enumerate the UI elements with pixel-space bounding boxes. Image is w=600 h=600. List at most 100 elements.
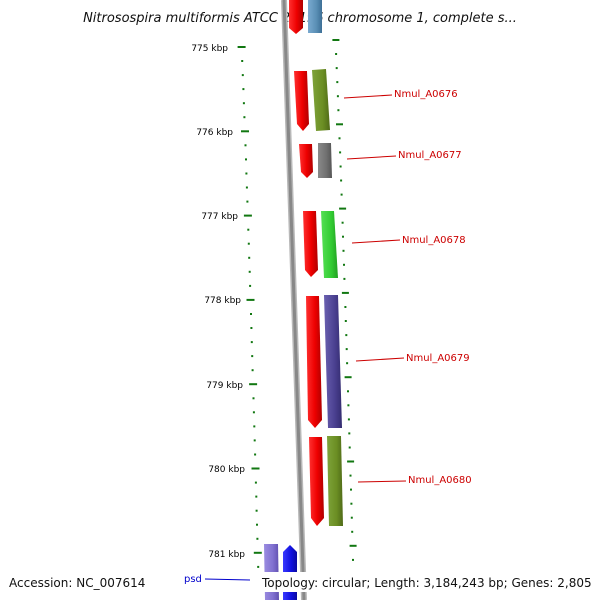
minor-tick <box>241 60 244 62</box>
gene-nmul-a0677[interactable]: Nmul_A0677 <box>299 143 462 178</box>
cds-feature[interactable] <box>306 296 322 428</box>
minor-tick <box>336 95 339 98</box>
gene-label[interactable]: Nmul_A0676 <box>394 89 458 100</box>
minor-tick <box>241 74 244 77</box>
minor-tick <box>343 263 345 266</box>
minor-tick <box>245 186 248 189</box>
minor-tick <box>347 404 350 407</box>
minor-tick <box>340 193 343 196</box>
minor-tick <box>342 235 344 238</box>
minor-tick <box>254 453 257 456</box>
gene-nmul-a0678[interactable]: Nmul_A0678 <box>303 211 466 278</box>
minor-tick <box>256 523 258 526</box>
gene-label[interactable]: Nmul_A0677 <box>398 150 462 161</box>
scale-label: 779 kbp <box>206 381 243 391</box>
minor-tick <box>337 109 340 112</box>
gene-label[interactable]: psd <box>184 574 202 585</box>
major-tick <box>249 383 258 386</box>
minor-tick <box>350 488 352 491</box>
minor-tick <box>335 67 338 70</box>
major-tick <box>349 544 357 547</box>
minor-tick <box>249 284 252 287</box>
major-tick <box>339 207 347 210</box>
minor-tick <box>250 341 253 344</box>
minor-tick <box>251 355 254 358</box>
major-tick <box>341 291 349 294</box>
minor-tick <box>348 446 351 449</box>
top-gene-blue[interactable] <box>308 0 322 33</box>
minor-tick <box>254 481 257 484</box>
minor-tick <box>252 411 255 414</box>
minor-tick <box>338 137 341 140</box>
minor-tick <box>348 432 351 435</box>
cds-feature[interactable] <box>294 71 309 131</box>
minor-tick <box>255 495 258 498</box>
gene-feature[interactable] <box>324 295 342 428</box>
topology-text: Topology: circular; Length: 3,184,243 bp… <box>261 576 592 590</box>
top-gene-red[interactable] <box>289 0 303 34</box>
minor-tick <box>350 516 353 519</box>
minor-tick <box>242 102 245 105</box>
chromosome-backbone-core <box>282 0 306 600</box>
scale-ticks <box>237 39 357 568</box>
major-tick <box>246 298 255 301</box>
minor-tick <box>256 537 259 540</box>
gene-feature[interactable] <box>318 143 332 178</box>
major-tick <box>251 467 260 470</box>
gene-feature[interactable] <box>321 211 338 278</box>
major-tick <box>347 460 355 463</box>
minor-tick <box>252 397 255 400</box>
minor-tick <box>342 249 345 252</box>
minor-tick <box>351 530 354 533</box>
minor-tick <box>251 369 254 372</box>
minor-tick <box>352 558 354 561</box>
minor-tick <box>253 439 256 442</box>
major-tick <box>241 130 249 133</box>
minor-tick <box>253 425 256 428</box>
gene-label[interactable]: Nmul_A0678 <box>402 235 466 246</box>
minor-tick <box>335 53 338 55</box>
minor-tick <box>246 200 249 203</box>
minor-tick <box>250 327 253 329</box>
cds-feature[interactable] <box>299 144 313 178</box>
gene-label[interactable]: Nmul_A0679 <box>406 353 470 364</box>
gene-label-leader <box>357 480 407 483</box>
gene-nmul-a0676[interactable]: Nmul_A0676 <box>294 69 458 131</box>
gene-nmul-a0680[interactable]: Nmul_A0680 <box>309 436 472 526</box>
minor-tick <box>344 306 347 308</box>
cds-feature[interactable] <box>303 211 318 277</box>
minor-tick <box>245 172 248 175</box>
minor-tick <box>341 221 344 224</box>
major-tick <box>237 46 246 48</box>
gene-label[interactable]: Nmul_A0680 <box>408 475 472 486</box>
accession-backdrop <box>0 572 148 592</box>
topology-backdrop <box>258 572 598 592</box>
gene-label-leader <box>204 578 251 581</box>
minor-tick <box>245 158 247 161</box>
minor-tick <box>257 565 260 568</box>
minor-tick <box>339 165 342 168</box>
minor-tick <box>247 242 250 245</box>
gene-nmul-a0679[interactable]: Nmul_A0679 <box>306 295 470 428</box>
major-tick <box>344 376 352 379</box>
minor-tick <box>244 144 247 147</box>
minor-tick <box>339 151 342 154</box>
minor-tick <box>345 334 348 337</box>
cds-feature[interactable] <box>309 437 324 526</box>
minor-tick <box>346 362 349 365</box>
minor-tick <box>347 418 350 421</box>
gene-label-leader <box>355 357 405 362</box>
minor-tick <box>347 390 349 393</box>
major-tick <box>332 39 340 41</box>
major-tick <box>243 214 252 217</box>
minor-tick <box>345 348 348 351</box>
gene-label-leader <box>343 94 393 99</box>
gene-feature[interactable] <box>312 69 330 131</box>
gene-feature[interactable] <box>327 436 343 526</box>
major-tick <box>336 123 343 126</box>
minor-tick <box>340 179 343 182</box>
scale-label: 778 kbp <box>204 296 241 306</box>
scale-labels: 775 kbp 776 kbp 777 kbp 778 kbp 779 kbp … <box>191 44 245 560</box>
minor-tick <box>243 116 246 119</box>
